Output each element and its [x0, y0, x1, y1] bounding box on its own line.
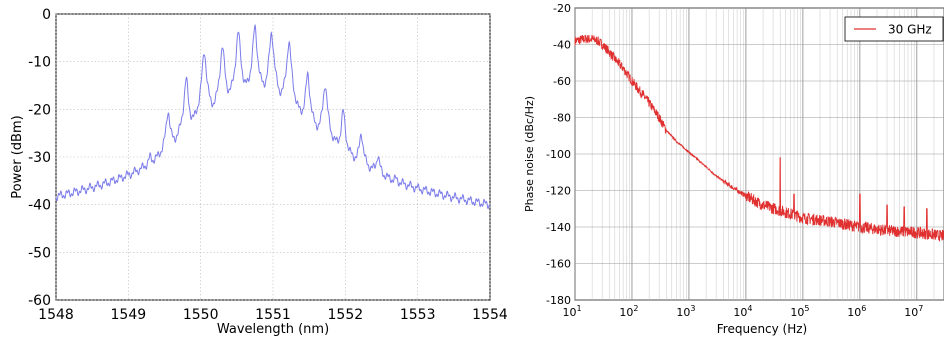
spectrum-y-tick-label: -30: [28, 150, 51, 166]
phase-noise-y-tick-label: -160: [546, 258, 571, 271]
phase-noise-y-tick-label: -100: [546, 148, 571, 161]
phase-noise-y-tick-label: -40: [553, 39, 571, 52]
phase-noise-grid: [574, 7, 944, 301]
spectrum-tick-labels: 1548 1549 1550 1551 1552 1553 1554 0 -10 -20 -30 -4…: [28, 7, 508, 323]
spectrum-x-tick-label: 1553: [400, 307, 436, 323]
phase-noise-x-tick-label: 107: [904, 304, 923, 319]
spectrum-y-tick-label: -10: [28, 55, 51, 71]
spectrum-x-tick-label: 1552: [328, 307, 364, 323]
spectrum-y-tick-label: -40: [28, 198, 51, 214]
phase-noise-y-axis-label: Phase noise (dBc/Hz): [523, 96, 536, 212]
phase-noise-y-tick-label: -80: [553, 112, 571, 125]
phase-noise-x-tick-label: 102: [619, 304, 638, 319]
phase-noise-x-axis-label: Frequency (Hz): [717, 322, 808, 336]
spectrum-y-tick-label: -60: [28, 293, 51, 309]
phase-noise-y-tick-label: -120: [546, 185, 571, 198]
phase-noise-y-tick-label: -180: [546, 294, 571, 307]
spectrum-grid: [55, 13, 491, 301]
spectrum-y-tick-label: -20: [28, 102, 51, 118]
phase-noise-y-tick-label: -140: [546, 221, 571, 234]
phase-noise-x-tick-label: 105: [790, 304, 809, 319]
legend-entry-30ghz: 30 GHz: [888, 23, 932, 37]
spectrum-y-tick-label: -50: [28, 245, 51, 261]
phase-noise-x-tick-label: 101: [562, 304, 581, 319]
spectrum-x-tick-label: 1550: [183, 307, 219, 323]
phase-noise-x-tick-label: 104: [733, 304, 752, 319]
spectrum-x-tick-label: 1551: [255, 307, 291, 323]
phase-noise-legend: 30 GHz: [844, 16, 944, 42]
spectrum-chart: 1548 1549 1550 1551 1552 1553 1554 0 -10 -20 -30 -4…: [10, 7, 508, 337]
spectrum-y-tick-label: 0: [42, 7, 51, 23]
phase-noise-x-tick-label: 106: [847, 304, 866, 319]
phase-noise-y-tick-label: -20: [553, 2, 571, 15]
spectrum-x-tick-label: 1554: [472, 307, 508, 323]
spectrum-x-tick-label: 1548: [38, 307, 74, 323]
phase-noise-trace: [574, 34, 944, 242]
spectrum-x-tick-label: 1549: [111, 307, 147, 323]
spectrum-trace: [55, 24, 491, 210]
spectrum-x-axis-label: Wavelength (nm): [217, 322, 329, 337]
spectrum-y-axis-label: Power (dBm): [10, 115, 25, 198]
phase-noise-y-tick-label: -60: [553, 75, 571, 88]
phase-noise-x-tick-label: 103: [676, 304, 695, 319]
